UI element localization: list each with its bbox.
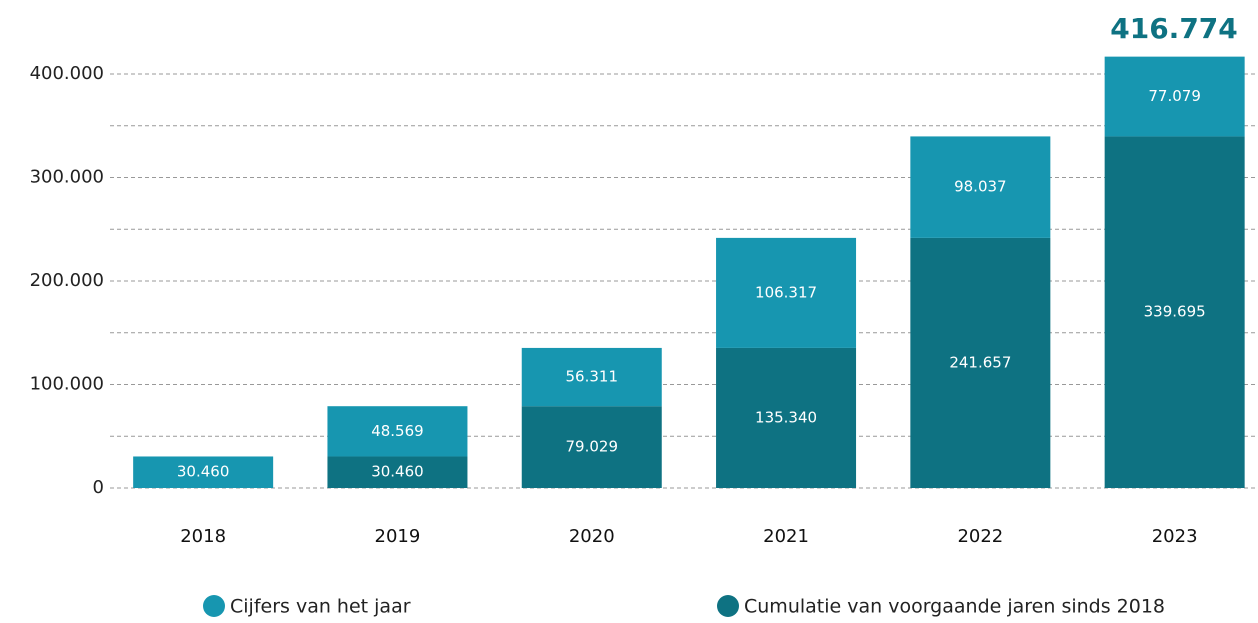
bar-segment — [521, 406, 662, 488]
value-label: 241.657 — [949, 353, 1011, 371]
value-label: 106.317 — [755, 283, 817, 301]
value-label: 30.460 — [371, 463, 424, 481]
bar-segment — [1104, 56, 1245, 137]
y-tick-label: 200.000 — [30, 270, 104, 291]
bar-segment — [910, 237, 1051, 488]
legend-label: Cumulatie van voorgaande jaren sinds 201… — [744, 596, 1165, 618]
value-label: 135.340 — [755, 408, 817, 426]
x-tick-label: 2020 — [569, 526, 615, 547]
bar-segment — [716, 347, 857, 488]
x-tick-label: 2019 — [375, 526, 421, 547]
x-tick-label: 2023 — [1152, 526, 1198, 547]
value-label: 30.460 — [177, 463, 230, 481]
value-label: 79.029 — [566, 438, 619, 456]
y-tick-label: 0 — [93, 477, 104, 498]
y-tick-label: 100.000 — [30, 374, 104, 395]
value-label: 98.037 — [954, 178, 1007, 196]
value-label: 77.079 — [1148, 87, 1201, 105]
value-label: 48.569 — [371, 422, 424, 440]
bar-segment — [327, 406, 468, 457]
x-tick-label: 2018 — [180, 526, 226, 547]
bar-segment — [716, 237, 857, 348]
legend-swatch — [203, 595, 225, 617]
legend-swatch — [717, 595, 739, 617]
value-label: 56.311 — [566, 368, 619, 386]
y-tick-label: 300.000 — [30, 167, 104, 188]
legend-label: Cijfers van het jaar — [230, 596, 411, 618]
bar-segment — [133, 456, 274, 488]
x-tick-label: 2022 — [957, 526, 1003, 547]
x-tick-label: 2021 — [763, 526, 809, 547]
bar-segment — [327, 456, 468, 488]
total-annotation: 416.774 — [1110, 12, 1238, 45]
bar-segment — [910, 136, 1051, 238]
bar-segment — [1104, 136, 1245, 488]
bar-segment — [521, 347, 662, 407]
value-label: 339.695 — [1144, 303, 1206, 321]
y-tick-label: 400.000 — [30, 63, 104, 84]
